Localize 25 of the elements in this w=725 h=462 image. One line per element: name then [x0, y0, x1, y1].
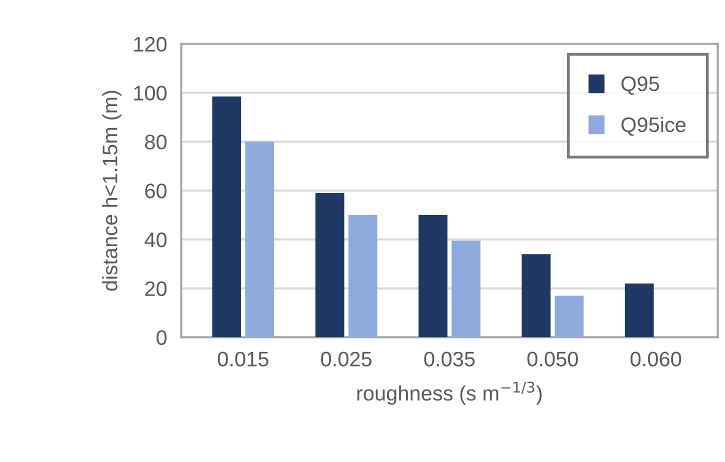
- bar: [522, 254, 551, 338]
- bar: [624, 283, 654, 338]
- bar: [245, 142, 274, 338]
- bar: [554, 296, 584, 338]
- y-axis-title: distance h<1.15m (m): [102, 90, 122, 291]
- y-tick-label: 0: [156, 330, 167, 346]
- y-tick-label: 80: [145, 134, 167, 150]
- y-tick-label: 100: [134, 86, 167, 101]
- bar: [212, 96, 242, 338]
- x-tick-label: 0.060: [630, 352, 682, 366]
- y-tick-label: 120: [134, 36, 167, 52]
- legend-label: Q95ice: [621, 116, 686, 136]
- x-tick-label: 0.015: [218, 352, 268, 366]
- bar: [315, 193, 344, 338]
- y-tick-label: 40: [144, 232, 167, 248]
- legend-label: Q95: [621, 76, 659, 95]
- bar: [452, 240, 480, 338]
- x-axis-title: roughness (s m$^{−1/3}$): [357, 382, 542, 405]
- bar: [348, 215, 378, 338]
- x-tick-label: 0.035: [424, 352, 475, 366]
- y-tick-label: 60: [145, 184, 167, 198]
- x-tick-label: 0.050: [527, 352, 578, 366]
- x-tick-label: 0.025: [321, 352, 372, 366]
- y-tick-label: 20: [145, 281, 167, 296]
- bar: [418, 215, 448, 338]
